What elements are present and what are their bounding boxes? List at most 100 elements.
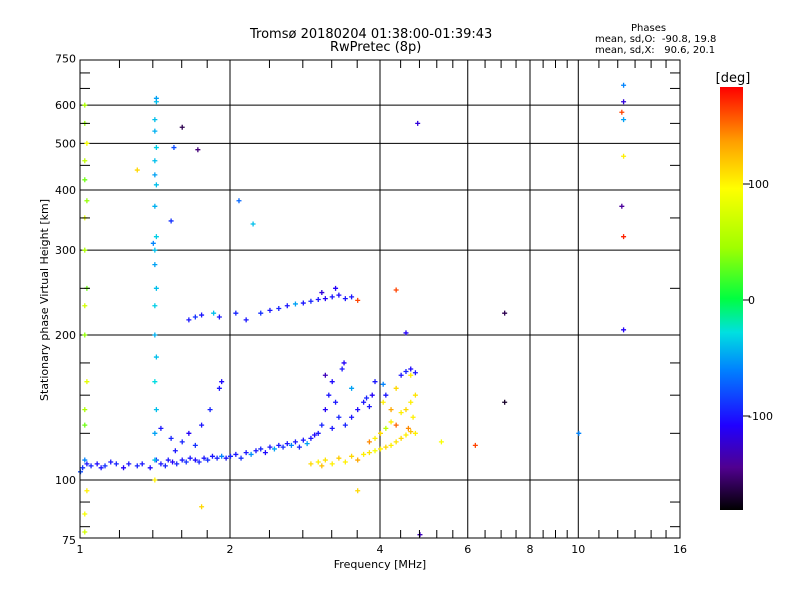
data-point	[82, 177, 88, 183]
data-point	[192, 314, 198, 320]
stats-o-mode: mean, sd,O: -90.8, 19.8	[595, 34, 717, 45]
data-point	[412, 370, 418, 376]
data-point	[383, 392, 389, 398]
data-point	[276, 442, 282, 448]
y-tick-label: 750	[55, 53, 76, 66]
data-point	[319, 422, 325, 428]
data-point	[82, 422, 88, 428]
chart-subtitle: RwPretec (8p)	[330, 40, 422, 55]
x-tick-label: 16	[673, 543, 687, 556]
y-axis-label: Stationary phase Virtual Height [km]	[38, 199, 51, 401]
data-point	[147, 465, 153, 471]
data-point	[108, 459, 114, 465]
data-point	[179, 439, 185, 445]
data-point	[82, 247, 88, 253]
data-point	[168, 218, 174, 224]
data-point	[383, 444, 389, 450]
data-point	[195, 147, 201, 153]
data-point	[82, 529, 88, 535]
data-point	[410, 414, 416, 420]
data-point	[152, 172, 158, 178]
data-point	[308, 435, 314, 441]
data-point	[276, 306, 282, 312]
y-tick-label: 100	[55, 474, 76, 487]
data-point	[349, 414, 355, 420]
data-point	[216, 314, 222, 320]
data-point	[192, 442, 198, 448]
data-point	[288, 442, 294, 448]
data-point	[134, 463, 140, 469]
data-point	[333, 285, 339, 291]
data-point	[403, 432, 409, 438]
data-point	[315, 459, 321, 465]
data-point	[233, 310, 239, 316]
data-point	[174, 461, 180, 467]
data-point	[380, 381, 386, 387]
data-point	[329, 461, 335, 467]
y-tick-label: 200	[55, 329, 76, 342]
data-point	[280, 444, 286, 450]
data-point	[284, 303, 290, 309]
data-point	[158, 425, 164, 431]
data-point	[621, 327, 627, 333]
data-point	[621, 82, 627, 88]
data-point	[171, 145, 177, 151]
data-point	[152, 117, 158, 123]
data-point	[152, 158, 158, 164]
data-point	[438, 439, 444, 445]
data-point	[412, 392, 418, 398]
data-point	[216, 385, 222, 391]
chart-title: Tromsø 20180204 01:38:00-01:39:43	[250, 27, 493, 42]
data-point	[82, 158, 88, 164]
data-point	[243, 317, 249, 323]
data-point	[398, 372, 404, 378]
data-point	[165, 457, 171, 463]
data-point	[329, 379, 335, 385]
colorbar	[720, 87, 743, 510]
data-point	[223, 455, 229, 461]
data-point	[383, 425, 389, 431]
data-point	[243, 450, 249, 456]
data-point	[292, 301, 298, 307]
data-point	[248, 451, 254, 457]
data-point	[398, 435, 404, 441]
data-point	[312, 432, 318, 438]
data-point	[355, 407, 361, 413]
data-point	[183, 459, 189, 465]
data-point	[322, 457, 328, 463]
data-point	[152, 128, 158, 134]
data-point	[342, 459, 348, 465]
data-point	[372, 435, 378, 441]
data-point	[388, 407, 394, 413]
y-tick-label: 300	[55, 244, 76, 257]
data-point	[152, 457, 158, 463]
plot-frame	[79, 59, 681, 539]
data-point	[412, 430, 418, 436]
data-point	[308, 298, 314, 304]
colorbar-tick-label: 100	[748, 178, 769, 191]
data-point	[403, 330, 409, 336]
data-point	[153, 354, 159, 360]
data-point	[152, 332, 158, 338]
data-point	[186, 430, 192, 436]
data-point	[139, 461, 145, 467]
data-point	[619, 109, 625, 115]
x-tick-label: 10	[571, 543, 585, 556]
data-point	[408, 429, 414, 435]
colorbar-tick-label: 0	[748, 294, 755, 307]
data-point	[304, 441, 310, 447]
data-point	[472, 442, 478, 448]
x-tick-label: 4	[377, 543, 384, 556]
data-point	[369, 392, 375, 398]
data-point	[82, 102, 88, 108]
stats-title: Phases	[631, 23, 667, 34]
data-point	[405, 425, 411, 431]
data-point	[267, 307, 273, 313]
x-tick-label: 1	[77, 543, 84, 556]
data-point	[201, 455, 207, 461]
data-point	[152, 430, 158, 436]
data-point	[153, 234, 159, 240]
data-point	[153, 145, 159, 151]
data-point	[372, 448, 378, 454]
